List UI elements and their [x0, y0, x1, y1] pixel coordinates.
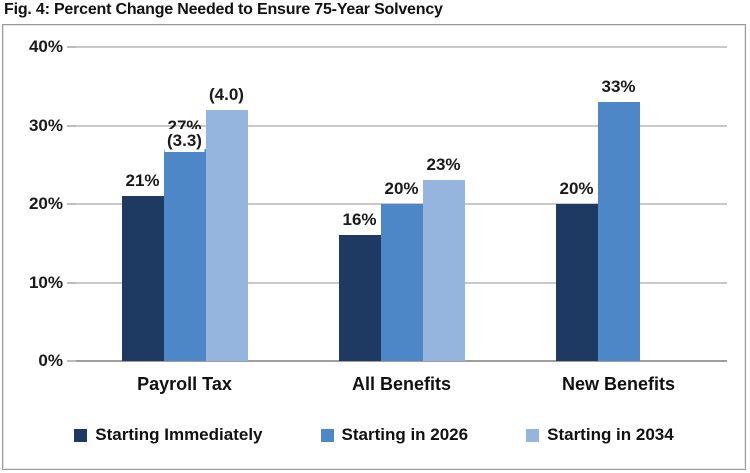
chart-frame: 21% 16% 20% 27% 20% 33% 23% (3.3) (4.0) Starting… [2, 24, 746, 470]
y-axis-tick-label: 0% [38, 351, 63, 370]
legend-item-starting-immediately: Starting Immediately [74, 425, 263, 445]
legend-label: Starting in 2026 [341, 425, 469, 444]
bar-value-label: 23% [426, 155, 461, 175]
bar-value-label: 20% [384, 179, 419, 198]
bar-value-label: 21% [125, 171, 160, 191]
legend-item-starting-in-2034: Starting in 2034 [526, 425, 674, 445]
legend-item-starting-in-2026: Starting in 2026 [320, 425, 469, 445]
legend-swatch-icon [526, 428, 540, 442]
y-axis-tick-label: 40% [28, 37, 63, 56]
plot-area: 21% 16% 20% 27% 20% 33% 23% (3.3) (4.0) [67, 46, 727, 362]
y-axis-tick-label: 20% [28, 194, 63, 213]
figure-title: Fig. 4: Percent Change Needed to Ensure … [4, 1, 443, 18]
gridline [76, 46, 727, 48]
bar-payroll-tax-s0 [121, 196, 164, 361]
y-axis-tick [67, 46, 76, 48]
legend-label: Starting in 2034 [547, 425, 674, 444]
bar-all-benefits-s0 [338, 235, 381, 361]
category-label-new-benefits: New Benefits [561, 374, 676, 394]
bar-payroll-tax-s2 [205, 109, 248, 361]
bar-payroll-tax-s1 [163, 149, 206, 361]
y-axis-tick-label: 10% [28, 272, 63, 292]
y-axis-tick-label: 30% [28, 115, 63, 135]
legend-label: Starting Immediately [95, 425, 263, 444]
x-axis-line [76, 360, 727, 362]
category-label-all-benefits: All Benefits [351, 374, 452, 394]
bar-value-label: 20% [559, 179, 594, 198]
bar-annotation: (3.3) [164, 129, 205, 153]
category-label-payroll-tax: Payroll Tax [137, 374, 232, 394]
y-axis-tick [67, 124, 76, 127]
bar-all-benefits-s1 [380, 204, 423, 361]
bar-all-benefits-s2 [422, 180, 465, 361]
y-axis-tick [67, 360, 76, 362]
gridline [76, 124, 727, 127]
bar-value-label: 33% [601, 76, 636, 96]
bar-annotation: (4.0) [206, 82, 247, 106]
chart-legend: Starting Immediately Starting in 2026 Star… [3, 425, 745, 445]
bar-value-label: 16% [342, 210, 377, 230]
bar-new-benefits-s0 [555, 204, 598, 361]
legend-swatch-icon [320, 428, 334, 442]
bar-new-benefits-s1 [597, 101, 640, 361]
y-axis-tick [67, 281, 76, 284]
y-axis-tick [67, 203, 76, 205]
legend-swatch-icon [74, 428, 88, 442]
